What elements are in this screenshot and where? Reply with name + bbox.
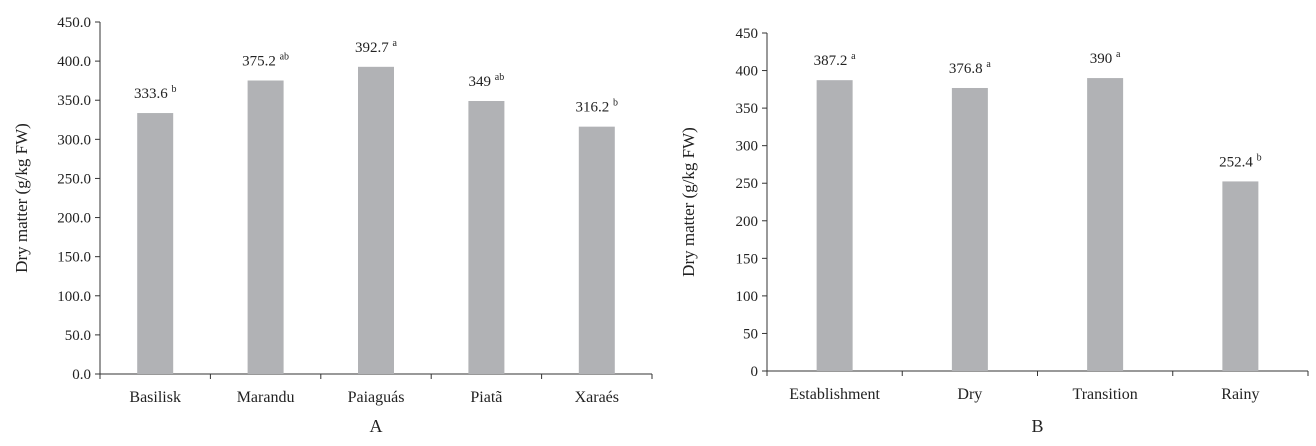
y-tick-label: 250 — [736, 176, 759, 192]
y-tick-label: 350.0 — [57, 93, 91, 109]
data-label: 387.2 a — [814, 51, 857, 69]
y-tick-label: 200 — [736, 214, 759, 230]
bar-rainy — [1222, 181, 1259, 371]
x-tick-label: Piatã — [470, 389, 502, 406]
x-tick-label: Xaraés — [575, 389, 619, 406]
y-tick-label: 450.0 — [57, 15, 91, 31]
y-tick-label: 100 — [736, 289, 759, 305]
data-label: 252.4 b — [1219, 152, 1262, 170]
data-label: 376.8 a — [949, 59, 992, 77]
y-tick-label: 0 — [751, 364, 759, 380]
y-tick-label: 200.0 — [57, 211, 91, 227]
y-axis-title: Dry matter (g/kg FW) — [12, 123, 31, 273]
bar-piat- — [468, 101, 505, 374]
panel-label: B — [1031, 416, 1043, 436]
y-tick-label: 450 — [736, 26, 759, 42]
x-tick-label: Rainy — [1221, 386, 1259, 403]
data-label: 375.2 ab — [242, 52, 289, 70]
y-tick-label: 100.0 — [57, 289, 91, 305]
y-tick-label: 300.0 — [57, 132, 91, 148]
data-label: 316.2 b — [576, 98, 619, 116]
y-tick-label: 300 — [736, 139, 759, 155]
x-tick-label: Establishment — [789, 386, 880, 403]
bar-dry — [951, 87, 988, 372]
x-tick-label: Marandu — [237, 389, 295, 406]
chart-panel-b: 0 50 100 150 200 250 300 350 400 450 387.2 a Establ… — [658, 0, 1316, 441]
y-tick-label: 350 — [736, 101, 759, 117]
bar-chart-a: 0.0 50.0 100.0 150.0 200.0 250.0 300.0 350.0 400… — [12, 15, 653, 436]
bar-paiagu-s — [358, 66, 394, 374]
y-tick-label: 0.0 — [72, 367, 91, 383]
y-tick-label: 50 — [743, 326, 758, 342]
y-tick-label: 150 — [736, 251, 759, 267]
data-label: 390 a — [1090, 49, 1121, 67]
y-axis-title: Dry matter (g/kg FW) — [679, 127, 698, 277]
x-tick-label: Paiaguás — [348, 389, 405, 406]
bar-establishment — [816, 80, 853, 372]
panel-label: A — [370, 416, 383, 436]
data-label: 333.6 b — [134, 84, 177, 102]
chart-panel-a: 0.0 50.0 100.0 150.0 200.0 250.0 300.0 350.0 400… — [0, 0, 658, 441]
y-tick-label: 50.0 — [65, 328, 91, 344]
x-tick-label: Dry — [957, 386, 982, 403]
x-tick-label: Transition — [1073, 386, 1138, 403]
bar-xara-s — [578, 126, 615, 374]
x-tick-label: Basilisk — [129, 389, 181, 406]
y-tick-label: 400 — [736, 64, 759, 80]
y-tick-label: 150.0 — [57, 250, 91, 266]
y-tick-label: 400.0 — [57, 54, 91, 70]
bar-transition — [1087, 78, 1124, 372]
bar-marandu — [247, 80, 284, 374]
bar-basilisk — [137, 113, 174, 375]
data-label: 349 ab — [469, 72, 505, 90]
bar-chart-b: 0 50 100 150 200 250 300 350 400 450 387.2 a Establ… — [679, 26, 1309, 436]
data-label: 392.7 a — [355, 38, 398, 56]
y-tick-label: 250.0 — [57, 171, 91, 187]
